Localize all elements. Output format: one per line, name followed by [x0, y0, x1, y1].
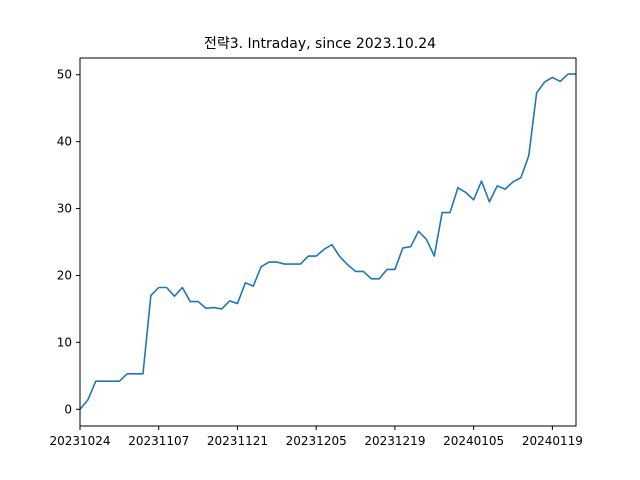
plot-area [80, 58, 576, 426]
x-tick-label: 20231107 [128, 434, 189, 448]
series-line [79, 73, 576, 410]
chart-title: 전략3. Intraday, since 2023.10.24 [204, 36, 436, 52]
x-tick-label: 20240105 [443, 434, 504, 448]
y-tick-label: 50 [57, 68, 72, 82]
y-tick-label: 40 [57, 135, 72, 149]
x-tick-label: 20231205 [286, 434, 347, 448]
x-tick-label: 20231024 [49, 434, 110, 448]
x-axis: 20231024 20231107 20231121 20231205 20231219… [49, 426, 583, 448]
y-tick-label: 10 [57, 335, 72, 349]
x-tick-label: 20240119 [522, 434, 583, 448]
y-tick-label: 30 [57, 202, 72, 216]
y-tick-label: 0 [64, 402, 72, 416]
x-tick-label: 20231121 [207, 434, 268, 448]
series-layer [79, 73, 576, 410]
plot-frame [79, 57, 577, 427]
y-tick-label: 20 [57, 268, 72, 282]
y-axis: 0 10 20 30 40 50 [57, 68, 80, 416]
x-tick-label: 20231219 [364, 434, 425, 448]
